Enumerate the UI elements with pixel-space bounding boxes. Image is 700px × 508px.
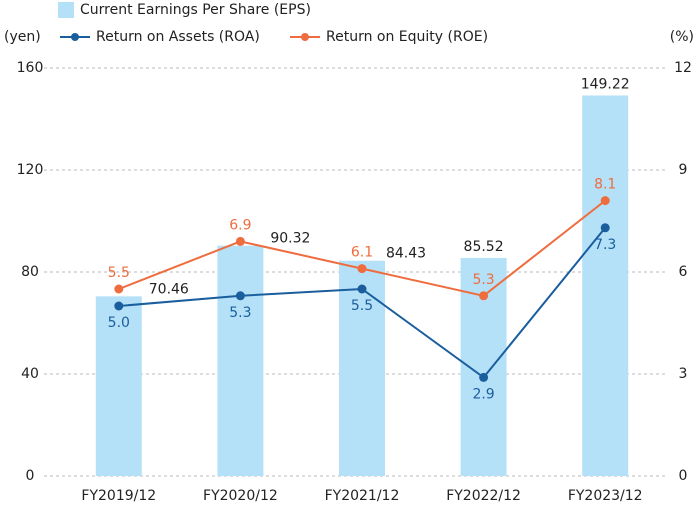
- bar-value-label: 84.43: [386, 246, 426, 262]
- series-point: [357, 264, 367, 274]
- y2-tick-label: 6: [679, 264, 688, 280]
- bar: [95, 296, 142, 476]
- series-point: [114, 301, 124, 311]
- x-tick-label: FY2019/12: [81, 488, 156, 504]
- point-value-label: 6.9: [229, 217, 251, 233]
- series-point: [114, 284, 124, 294]
- y-tick-label: 40: [21, 366, 39, 382]
- x-tick-label: FY2022/12: [446, 488, 521, 504]
- point-value-label: 6.1: [351, 245, 373, 261]
- bar-value-label: 90.32: [270, 231, 310, 247]
- bar: [582, 95, 629, 476]
- y2-tick-label: 12: [674, 60, 692, 76]
- legend-swatch: [58, 2, 74, 18]
- point-value-label: 5.5: [108, 265, 130, 281]
- y-tick-label: 160: [17, 60, 44, 76]
- legend-label: Current Earnings Per Share (EPS): [80, 2, 311, 18]
- x-tick-label: FY2023/12: [568, 488, 643, 504]
- bar-value-label: 70.46: [149, 281, 189, 297]
- y2-tick-label: 0: [679, 468, 688, 484]
- point-value-label: 5.3: [472, 272, 494, 288]
- x-tick-label: FY2020/12: [203, 488, 278, 504]
- series-point: [600, 223, 610, 233]
- y2-tick-label: 3: [679, 366, 688, 382]
- y-tick-label: 80: [21, 264, 39, 280]
- legend-label: Return on Equity (ROE): [326, 29, 488, 45]
- point-value-label: 5.3: [229, 305, 251, 321]
- bar: [217, 245, 264, 476]
- series-point: [479, 291, 489, 301]
- series-point: [357, 284, 367, 294]
- series-point: [235, 236, 245, 246]
- y-tick-label: 120: [17, 162, 44, 178]
- point-value-label: 7.3: [594, 237, 616, 253]
- bar: [339, 260, 385, 476]
- point-value-label: 2.9: [472, 386, 494, 402]
- bar-value-label: 149.22: [581, 76, 630, 92]
- y2-axis-label: (%): [670, 29, 694, 45]
- legend-dot: [71, 33, 79, 41]
- point-value-label: 5.5: [351, 298, 373, 314]
- y2-tick-label: 9: [679, 162, 688, 178]
- y-axis-label: (yen): [4, 29, 41, 45]
- point-value-label: 5.0: [108, 315, 130, 331]
- point-value-label: 8.1: [594, 177, 616, 193]
- bar: [460, 257, 507, 476]
- legend-dot: [301, 33, 309, 41]
- bar-value-label: 85.52: [464, 239, 504, 255]
- legend-label: Return on Assets (ROA): [96, 29, 260, 45]
- y-tick-label: 0: [26, 468, 35, 484]
- series-point: [479, 372, 489, 382]
- series-point: [600, 196, 610, 206]
- series-point: [235, 291, 245, 301]
- x-tick-label: FY2021/12: [325, 488, 400, 504]
